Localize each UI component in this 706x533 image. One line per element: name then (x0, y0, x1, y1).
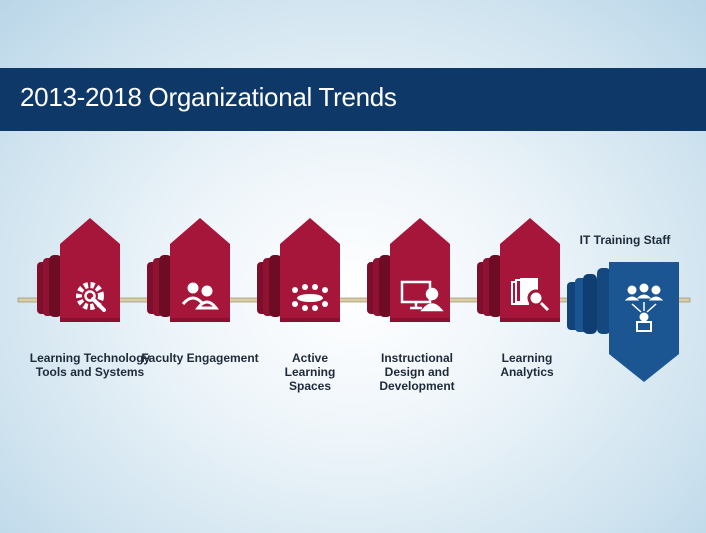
trend-label-2: Faculty Engagement (141, 351, 259, 365)
timeline-rod (17, 297, 691, 303)
trend-banner-4 (367, 218, 450, 322)
staff-label: IT Training Staff (579, 233, 671, 247)
gear-wrench-icon (76, 282, 106, 312)
trend-banner-3 (257, 218, 340, 322)
trend-label-5: Learning Analytics (500, 351, 554, 379)
title-bar: 2013-2018 Organizational Trends (0, 68, 706, 131)
group-table-icon (292, 284, 328, 311)
page-title: 2013-2018 Organizational Trends (20, 82, 397, 112)
staff-banner (567, 262, 679, 382)
computer-user-icon (400, 280, 444, 312)
network-people-icon (624, 283, 664, 332)
trend-banner-2 (147, 218, 230, 322)
trend-banner-5 (477, 218, 560, 322)
report-magnifier-icon (511, 278, 550, 312)
trend-label-3: Active Learning Spaces (284, 351, 336, 393)
trend-label-4: Instructional Design and Development (379, 351, 455, 393)
trend-label-1: Learning Technology Tools and Systems (29, 351, 151, 379)
trend-banner-1 (37, 218, 120, 322)
people-icon (181, 282, 220, 310)
